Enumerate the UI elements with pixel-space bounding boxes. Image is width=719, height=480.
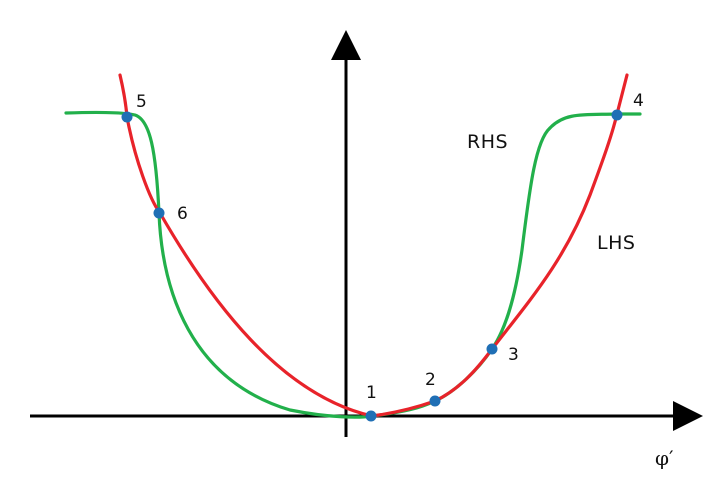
x-axis-label: φ′ <box>655 446 674 470</box>
point-6 <box>153 207 165 219</box>
point-4-label: 4 <box>633 91 644 111</box>
point-1-label: 1 <box>366 383 377 403</box>
point-1 <box>365 410 377 422</box>
point-3-label: 3 <box>508 345 519 365</box>
lhs-curve <box>118 73 629 418</box>
lhs-label: LHS <box>597 232 635 254</box>
point-4 <box>611 109 623 121</box>
rhs-label: RHS <box>467 131 508 153</box>
point-3 <box>486 343 498 355</box>
point-2 <box>429 395 441 407</box>
point-2-label: 2 <box>425 370 436 390</box>
point-6-label: 6 <box>177 204 188 224</box>
point-5 <box>121 111 133 123</box>
point-5-label: 5 <box>136 92 147 112</box>
